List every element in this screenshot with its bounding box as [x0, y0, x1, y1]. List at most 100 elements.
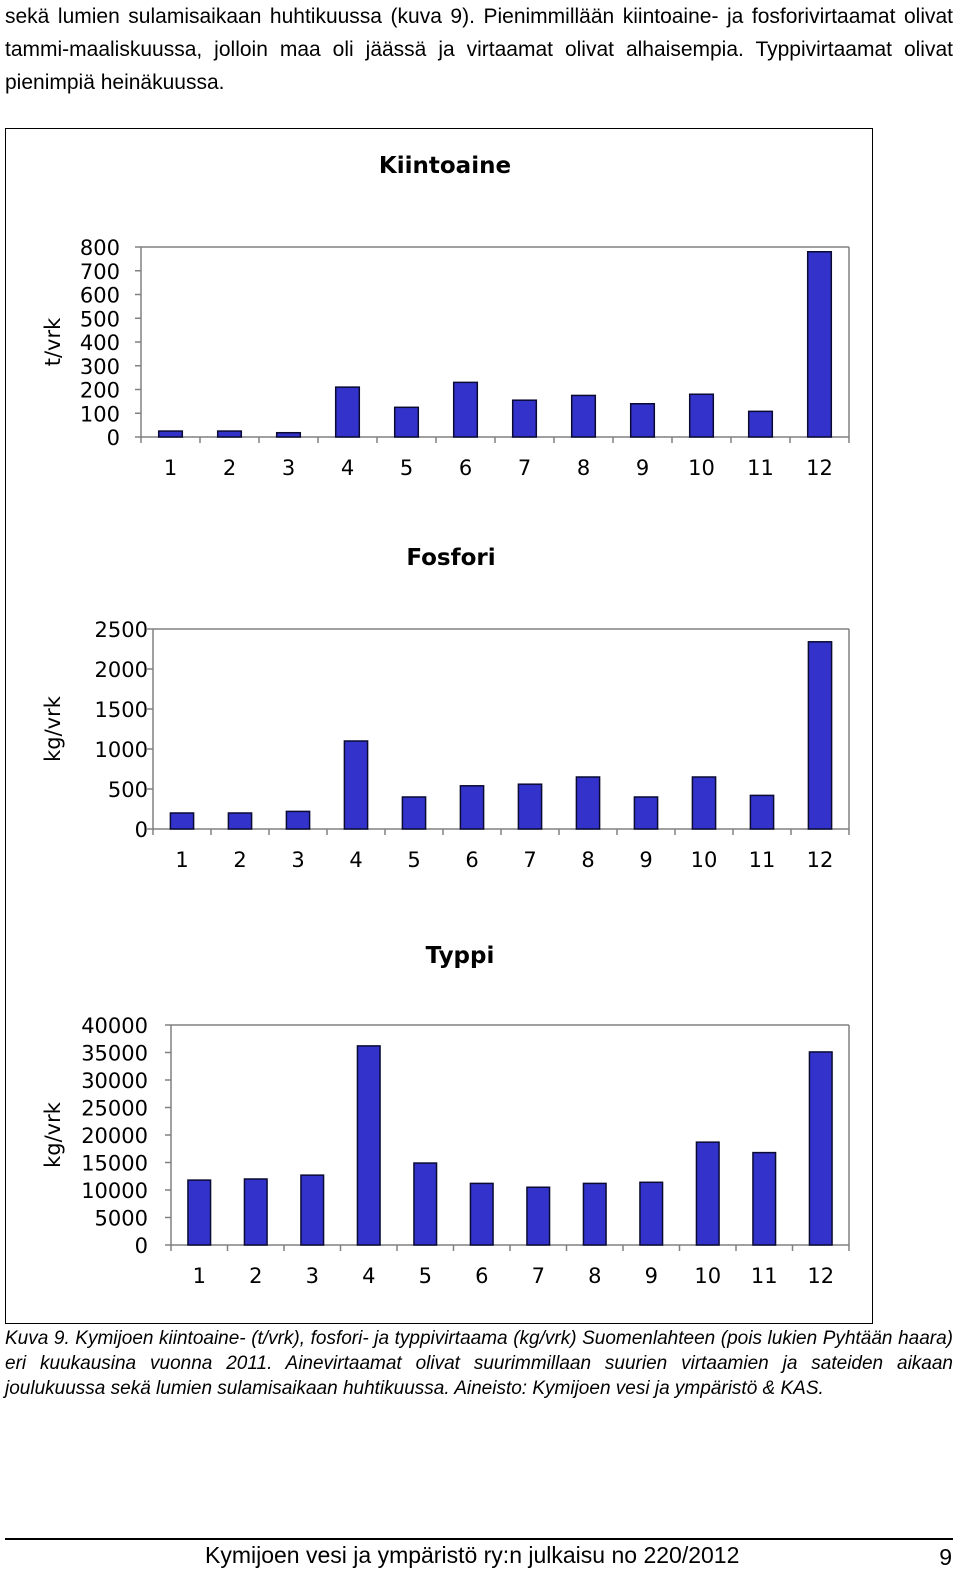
x-tick-label: 3: [282, 456, 295, 480]
bar-month-11: [749, 794, 775, 830]
bar-month-2: [243, 1178, 268, 1246]
x-tick-label: 8: [581, 848, 594, 872]
bar-month-4: [356, 1045, 381, 1246]
bar-month-12: [808, 1051, 833, 1246]
x-tick-label: 8: [588, 1264, 601, 1288]
y-axis-label: kg/vrk: [41, 695, 65, 762]
x-tick-label: 1: [164, 456, 177, 480]
bar-month-3: [300, 1174, 325, 1246]
footer-publication: Kymijoen vesi ja ympäristö ry:n julkaisu…: [205, 1542, 740, 1568]
figure-frame: Kiintoaine t/vrk 0 100 200 300 400 500 600 700 800…: [5, 128, 873, 1324]
bar-month-7: [526, 1186, 551, 1246]
bar-month-5: [413, 1162, 438, 1246]
y-tick-label: 25000: [81, 1097, 148, 1121]
chart-title: Fosfori: [406, 545, 495, 571]
x-tick-label: 10: [694, 1264, 721, 1288]
bar-month-8: [570, 394, 597, 438]
y-tick-label: 15000: [81, 1152, 148, 1176]
bar-month-9: [639, 1181, 664, 1246]
bar-month-6: [459, 785, 485, 830]
y-tick-label: 400: [80, 331, 120, 355]
x-tick-label: 3: [306, 1264, 319, 1288]
bar-month-2: [216, 430, 243, 438]
bar-month-7: [517, 783, 543, 830]
bar-month-1: [157, 430, 184, 438]
bar-month-12: [806, 251, 833, 438]
bar-month-5: [401, 796, 427, 830]
y-tick-label: 800: [80, 236, 120, 260]
y-tick-label: 0: [107, 426, 120, 450]
x-tick-label: 4: [341, 456, 354, 480]
y-tick-label: 100: [80, 402, 120, 426]
y-tick-label: 20000: [81, 1124, 148, 1148]
x-tick-label: 7: [532, 1264, 545, 1288]
y-axis-label: t/vrk: [41, 317, 65, 366]
y-tick-label: 35000: [81, 1042, 148, 1066]
x-tick-label: 12: [806, 456, 833, 480]
bar-month-12: [807, 641, 833, 830]
bar-month-4: [334, 386, 361, 438]
chart-svg: Kiintoaine t/vrk 0100200300400500600700800…: [41, 153, 850, 480]
y-tick-label: 0: [135, 1234, 148, 1258]
bar-month-8: [575, 776, 601, 830]
y-tick-label: 2500: [95, 618, 148, 642]
chart-fosfori: Fosfori kg/vrk 0 500 1000 1500 2000 2500 1 2 3 4 5 6 7…: [6, 529, 874, 889]
x-tick-label: 4: [349, 848, 362, 872]
x-tick-label: 1: [193, 1264, 206, 1288]
bar-month-1: [169, 812, 195, 830]
x-tick-label: 2: [223, 456, 236, 480]
y-tick-label: 300: [80, 355, 120, 379]
footer-divider: [5, 1538, 953, 1540]
bar-month-10: [691, 776, 717, 830]
bar-month-3: [275, 431, 302, 438]
y-tick-label: 40000: [81, 1014, 148, 1038]
y-tick-label: 1500: [95, 698, 148, 722]
y-tick-label: 30000: [81, 1069, 148, 1093]
x-tick-label: 10: [691, 848, 718, 872]
y-tick-label: 500: [80, 307, 120, 331]
x-tick-label: 11: [751, 1264, 778, 1288]
x-tick-label: 11: [749, 848, 776, 872]
y-tick-label: 600: [80, 284, 120, 308]
x-tick-label: 5: [419, 1264, 432, 1288]
x-tick-label: 6: [459, 456, 472, 480]
x-tick-label: 3: [291, 848, 304, 872]
x-tick-label: 2: [233, 848, 246, 872]
x-tick-label: 7: [518, 456, 531, 480]
bar-month-1: [187, 1179, 212, 1246]
x-tick-label: 6: [475, 1264, 488, 1288]
bar-month-6: [469, 1182, 494, 1246]
bar-month-10: [695, 1141, 720, 1246]
y-tick-label: 1000: [95, 738, 148, 762]
bar-month-4: [343, 740, 369, 830]
y-tick-label: 2000: [95, 658, 148, 682]
x-tick-label: 10: [688, 456, 715, 480]
x-tick-label: 9: [636, 456, 649, 480]
y-tick-label: 500: [108, 778, 148, 802]
bar-month-7: [511, 399, 538, 438]
bar-month-6: [452, 381, 479, 438]
bar-month-11: [752, 1151, 777, 1246]
y-tick-label: 200: [80, 379, 120, 403]
bar-month-3: [285, 810, 311, 830]
figure-caption: Kuva 9. Kymijoen kiintoaine- (t/vrk), fo…: [5, 1328, 953, 1399]
x-tick-label: 7: [523, 848, 536, 872]
bar-month-9: [629, 403, 656, 438]
x-tick-label: 9: [645, 1264, 658, 1288]
x-tick-label: 2: [249, 1264, 262, 1288]
x-tick-label: 5: [400, 456, 413, 480]
chart-kiintoaine: Kiintoaine t/vrk 0 100 200 300 400 500 600 700 800…: [6, 137, 874, 497]
chart-typpi: Typpi kg/vrk 0 5000 10000 15000 20000 25000 3000…: [6, 925, 874, 1305]
x-tick-label: 12: [807, 1264, 834, 1288]
y-tick-label: 0: [135, 818, 148, 842]
y-tick-label: 700: [80, 260, 120, 284]
chart-svg: Typpi kg/vrk 0 5000 10000 15000 20000 25000 3000…: [41, 943, 850, 1288]
bar-month-8: [582, 1182, 607, 1246]
y-tick-label: 5000: [95, 1207, 148, 1231]
x-tick-label: 11: [747, 456, 774, 480]
y-axis-label: kg/vrk: [41, 1101, 65, 1168]
bar-month-5: [393, 406, 420, 438]
bar-month-10: [688, 393, 715, 438]
x-tick-label: 5: [407, 848, 420, 872]
